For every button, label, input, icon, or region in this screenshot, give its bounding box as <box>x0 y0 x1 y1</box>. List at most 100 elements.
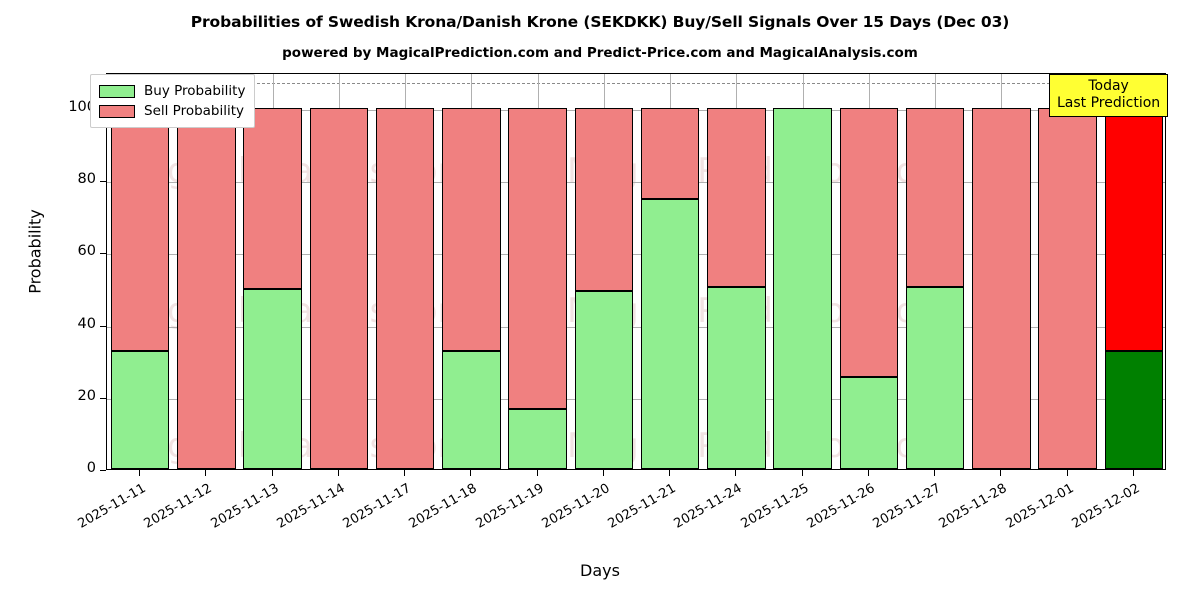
bar-segment-sell[interactable] <box>1038 108 1097 469</box>
x-tick-label: 2025-11-11 <box>75 481 149 532</box>
x-tick-label: 2025-11-18 <box>406 481 480 532</box>
bar-segment-buy[interactable] <box>905 287 965 469</box>
x-tick-mark <box>536 470 538 476</box>
y-tick-label: 0 <box>86 460 96 476</box>
bar-group[interactable] <box>110 74 170 469</box>
bar-group[interactable] <box>707 74 766 469</box>
x-tick-label: 2025-11-13 <box>208 481 282 532</box>
bar-group[interactable] <box>177 74 236 469</box>
x-tick-label: 2025-11-27 <box>870 481 944 532</box>
gridline-horizontal <box>107 398 1165 400</box>
legend-swatch-buy <box>99 84 135 98</box>
bar-group[interactable] <box>1104 74 1164 469</box>
x-tick-mark <box>1132 470 1134 476</box>
bar-segment-buy[interactable] <box>508 409 567 469</box>
bar-group[interactable] <box>243 74 302 469</box>
x-tick-label: 2025-12-01 <box>1003 481 1077 532</box>
bar-group[interactable] <box>905 74 965 469</box>
x-tick-label: 2025-11-20 <box>539 481 613 532</box>
bar-group[interactable] <box>773 74 832 469</box>
gridline-horizontal <box>107 110 1165 112</box>
x-tick-label: 2025-12-02 <box>1069 481 1143 532</box>
bar-segment-sell[interactable] <box>442 108 501 351</box>
x-tick-mark <box>602 470 604 476</box>
bar-segment-buy[interactable] <box>574 291 634 469</box>
plot-area: MagicalAnalysis.comMagicalPrediction.com… <box>106 73 1166 470</box>
x-tick-mark <box>470 470 472 476</box>
bar-group[interactable] <box>508 74 567 469</box>
y-tick-mark <box>100 470 106 471</box>
legend-item-buy: Buy Probability <box>99 81 245 101</box>
chart-title: Probabilities of Swedish Krona/Danish Kr… <box>190 13 1010 31</box>
x-tick-mark <box>205 470 207 476</box>
bar-group[interactable] <box>972 74 1031 469</box>
bar-segment-sell[interactable] <box>707 108 766 288</box>
x-tick-label: 2025-11-26 <box>804 481 878 532</box>
x-tick-mark <box>867 470 869 476</box>
bar-segment-sell[interactable] <box>972 108 1031 469</box>
bar-segment-sell[interactable] <box>905 108 965 288</box>
bar-group[interactable] <box>442 74 501 469</box>
y-tick-label: 60 <box>77 243 96 260</box>
bar-group[interactable] <box>640 74 700 469</box>
bar-segment-sell[interactable] <box>309 108 369 469</box>
bar-group[interactable] <box>839 74 899 469</box>
legend-swatch-sell <box>99 104 135 118</box>
y-tick-label: 100 <box>68 99 96 116</box>
legend-label-sell: Sell Probability <box>144 103 245 119</box>
y-axis-label: Probability <box>25 209 45 294</box>
x-tick-label: 2025-11-17 <box>340 481 414 532</box>
bar-segment-buy[interactable] <box>839 376 899 469</box>
bar-segment-buy[interactable] <box>243 288 302 469</box>
y-tick-mark <box>100 397 106 399</box>
y-tick-mark <box>100 325 106 327</box>
y-tick-label: 20 <box>77 387 96 404</box>
legend-item-sell: Sell Probability <box>99 101 245 121</box>
x-tick-mark <box>669 470 671 476</box>
bar-series <box>107 74 1165 469</box>
x-tick-mark <box>801 470 803 476</box>
bar-segment-sell[interactable] <box>375 108 435 469</box>
x-tick-label: 2025-11-25 <box>738 481 812 532</box>
bar-group[interactable] <box>1038 74 1097 469</box>
bar-segment-buy[interactable] <box>1104 350 1164 469</box>
bar-segment-sell[interactable] <box>508 108 567 410</box>
bar-segment-buy[interactable] <box>442 350 501 469</box>
x-tick-mark <box>337 470 339 476</box>
x-tick-mark <box>934 470 936 476</box>
reference-line <box>107 83 1165 85</box>
bar-segment-sell[interactable] <box>110 108 170 351</box>
bar-segment-sell[interactable] <box>839 108 899 377</box>
bar-segment-buy[interactable] <box>640 198 700 469</box>
x-tick-label: 2025-11-28 <box>936 481 1010 532</box>
bar-group[interactable] <box>574 74 634 469</box>
bar-segment-sell[interactable] <box>1104 108 1164 351</box>
bar-segment-sell[interactable] <box>243 108 302 289</box>
bar-group[interactable] <box>375 74 435 469</box>
today-annotation-line1: Today <box>1088 78 1129 94</box>
gridline-horizontal <box>107 182 1165 184</box>
bar-segment-sell[interactable] <box>640 108 700 199</box>
bar-segment-buy[interactable] <box>773 108 832 469</box>
x-tick-label: 2025-11-21 <box>605 481 679 532</box>
x-tick-label: 2025-11-12 <box>141 481 215 532</box>
bar-group[interactable] <box>309 74 369 469</box>
x-tick-mark <box>1066 470 1068 476</box>
chart-subtitle: powered by MagicalPrediction.com and Pre… <box>282 45 918 61</box>
x-tick-mark <box>139 470 141 476</box>
x-tick-mark <box>404 470 406 476</box>
bar-segment-sell[interactable] <box>177 108 236 469</box>
x-axis-label: Days <box>580 561 620 580</box>
y-tick-mark <box>100 253 106 255</box>
today-annotation-line2: Last Prediction <box>1057 95 1161 112</box>
y-tick-mark <box>100 181 106 183</box>
gridline-horizontal <box>107 254 1165 256</box>
x-tick-mark <box>735 470 737 476</box>
gridline-horizontal <box>107 326 1165 328</box>
bar-segment-sell[interactable] <box>574 108 634 292</box>
x-tick-mark <box>1000 470 1002 476</box>
bar-segment-buy[interactable] <box>707 287 766 469</box>
legend: Buy Probability Sell Probability <box>90 74 256 128</box>
bar-segment-buy[interactable] <box>110 350 170 469</box>
